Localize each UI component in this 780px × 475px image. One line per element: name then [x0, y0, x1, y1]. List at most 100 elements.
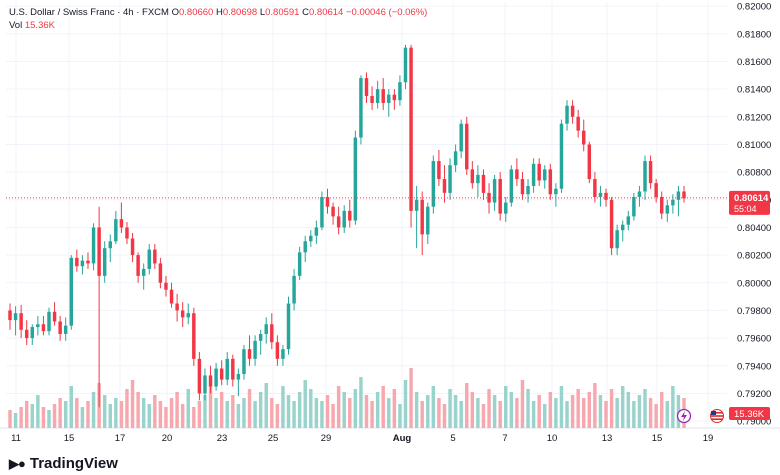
candle[interactable] [141, 263, 146, 290]
candle[interactable] [576, 109, 580, 138]
candle[interactable] [47, 307, 51, 336]
candle[interactable] [637, 185, 642, 207]
candle[interactable] [286, 296, 291, 355]
candle[interactable] [270, 313, 274, 350]
candle[interactable] [520, 172, 525, 200]
candle[interactable] [543, 165, 547, 189]
candle[interactable] [63, 317, 68, 341]
candle[interactable] [331, 202, 335, 225]
candle[interactable] [186, 303, 190, 325]
candle[interactable] [531, 158, 536, 193]
candle[interactable] [242, 345, 246, 380]
candle[interactable] [504, 197, 508, 222]
candle[interactable] [387, 89, 391, 117]
candle[interactable] [643, 155, 647, 200]
candle[interactable] [548, 163, 553, 200]
candle[interactable] [281, 345, 285, 366]
candle[interactable] [303, 235, 307, 263]
candle[interactable] [375, 80, 380, 109]
candle[interactable] [197, 351, 202, 401]
candle[interactable] [359, 75, 363, 145]
candle[interactable] [320, 191, 324, 231]
candle[interactable] [164, 275, 168, 297]
candle[interactable] [414, 185, 419, 249]
candle[interactable] [219, 360, 224, 386]
candle[interactable] [342, 205, 346, 233]
candle[interactable] [203, 368, 207, 401]
candle[interactable] [565, 100, 569, 131]
candle[interactable] [626, 210, 631, 231]
candle[interactable] [381, 78, 385, 110]
candle[interactable] [348, 199, 352, 228]
candle[interactable] [314, 220, 319, 245]
candle[interactable] [41, 315, 46, 336]
candle[interactable] [114, 210, 118, 245]
candle[interactable] [192, 307, 196, 366]
candle[interactable] [292, 268, 296, 311]
candle[interactable] [537, 158, 541, 186]
candle[interactable] [119, 202, 124, 233]
candle[interactable] [481, 169, 486, 200]
candle[interactable] [169, 282, 174, 308]
candle[interactable] [554, 183, 558, 207]
candle[interactable] [75, 249, 79, 272]
candle[interactable] [409, 44, 413, 228]
candle[interactable] [570, 100, 575, 124]
candle[interactable] [19, 304, 23, 339]
candle[interactable] [659, 191, 664, 220]
candle[interactable] [24, 320, 29, 346]
candle[interactable] [487, 183, 491, 214]
candle[interactable] [648, 155, 653, 189]
candle[interactable] [175, 293, 179, 322]
candle[interactable] [80, 255, 85, 275]
candle[interactable] [621, 220, 625, 242]
candle[interactable] [253, 335, 257, 366]
candle[interactable] [559, 119, 564, 193]
candle[interactable] [231, 354, 235, 387]
candle[interactable] [676, 185, 681, 217]
candle[interactable] [437, 149, 441, 186]
candle[interactable] [247, 335, 252, 366]
candle[interactable] [470, 161, 475, 189]
candle[interactable] [208, 365, 213, 394]
candle[interactable] [492, 174, 497, 211]
candle[interactable] [30, 324, 35, 346]
candle[interactable] [453, 144, 458, 173]
candle[interactable] [398, 75, 402, 106]
candle[interactable] [665, 199, 670, 222]
candle[interactable] [509, 165, 514, 207]
candle[interactable] [136, 252, 140, 283]
candle[interactable] [609, 197, 614, 256]
candle[interactable] [632, 192, 636, 221]
candle[interactable] [353, 130, 358, 225]
candle[interactable] [13, 306, 18, 336]
candle[interactable] [403, 44, 408, 90]
candle[interactable] [236, 368, 241, 397]
candle[interactable] [108, 234, 112, 263]
candle[interactable] [582, 119, 586, 152]
candle[interactable] [36, 315, 40, 336]
candle[interactable] [97, 206, 101, 408]
candle[interactable] [370, 86, 374, 110]
candle[interactable] [654, 179, 658, 203]
candle[interactable] [297, 246, 302, 281]
candle[interactable] [86, 252, 90, 269]
candle[interactable] [258, 329, 263, 355]
candle[interactable] [69, 255, 73, 330]
candle[interactable] [615, 224, 619, 256]
candle[interactable] [431, 155, 436, 214]
candle[interactable] [336, 206, 341, 235]
candle[interactable] [52, 302, 57, 326]
candle[interactable] [225, 351, 229, 386]
candle[interactable] [442, 165, 447, 203]
candle[interactable] [515, 158, 519, 186]
candle[interactable] [459, 119, 463, 159]
candle[interactable] [364, 72, 369, 103]
candle[interactable] [682, 185, 686, 203]
candle[interactable] [426, 202, 430, 245]
candle[interactable] [125, 221, 129, 245]
candle[interactable] [214, 362, 218, 391]
candle[interactable] [8, 303, 12, 330]
